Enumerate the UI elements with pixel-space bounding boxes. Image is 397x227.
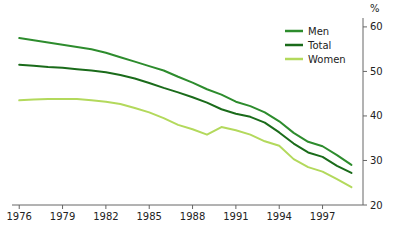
x-tick-label: 1997 [310,211,335,222]
x-tick [62,205,63,209]
x-tick [322,205,323,209]
legend: Men Total Women [285,26,346,65]
y-tick [363,115,367,116]
legend-label: Men [308,26,329,37]
x-tick-label: 1985 [136,211,161,222]
x-tick [19,205,20,209]
axes: 1976 1979 1982 1985 1988 1991 1994 1997 20 30 40 50… [6,3,382,222]
x-tick-label: 1976 [6,211,31,222]
legend-label: Women [308,54,346,65]
x-tick [279,205,280,209]
legend-swatch [285,30,303,33]
y-tick-label: 30 [370,155,383,166]
x-tick [149,205,150,209]
y-tick [363,160,367,161]
legend-swatch [285,44,303,47]
y-tick [363,26,367,27]
y-tick-label: 40 [370,110,383,121]
x-tick [105,205,106,209]
y-axis-label: % [370,3,380,14]
y-tick [363,205,367,206]
series-line [19,38,351,165]
x-tick-label: 1991 [223,211,248,222]
legend-swatch [285,58,303,61]
lines [19,38,351,187]
series-line [19,65,351,173]
y-tick-label: 50 [370,66,383,77]
y-axis-line [363,18,364,205]
x-tick [192,205,193,209]
legend-label: Total [307,40,331,51]
y-tick-label: 20 [370,200,383,211]
chart: 1976 1979 1982 1985 1988 1991 1994 1997 20 30 40 50… [0,0,397,227]
x-tick-label: 1994 [266,211,291,222]
x-axis-line [12,205,363,206]
y-tick [363,71,367,72]
series-line [19,99,351,187]
x-tick [235,205,236,209]
x-tick-label: 1979 [50,211,75,222]
x-tick-label: 1982 [93,211,118,222]
x-tick-label: 1988 [180,211,205,222]
page: {"chart_data": {"type": "line", "x": [19… [0,0,397,227]
y-tick-label: 60 [370,21,383,32]
